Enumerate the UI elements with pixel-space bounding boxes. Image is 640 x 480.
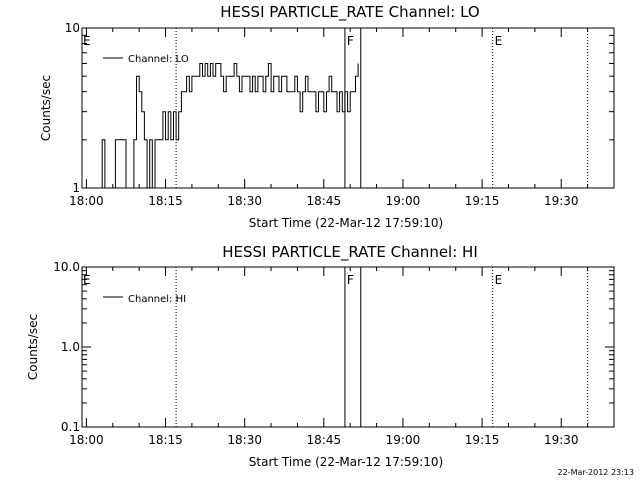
x-tick-label: 19:15	[465, 433, 500, 447]
panel-hi-ylabel: Counts/sec	[26, 314, 40, 380]
x-tick-label: 19:15	[465, 194, 500, 208]
x-tick-label: 18:30	[227, 433, 262, 447]
flag-label: E	[495, 34, 503, 48]
x-tick-label: 19:00	[386, 194, 421, 208]
x-tick-label: 19:30	[544, 433, 579, 447]
panel-lo-xlabel: Start Time (22-Mar-12 17:59:10)	[249, 216, 443, 230]
plot-timestamp: 22-Mar-2012 23:13	[558, 468, 635, 477]
x-tick-label: 18:00	[69, 194, 104, 208]
flag-label: F	[347, 273, 354, 287]
y-tick-label: 0.1	[61, 420, 80, 434]
panel-lo: HESSI PARTICLE_RATE Channel: LO Counts/s…	[39, 3, 615, 230]
flag-label: E	[495, 273, 503, 287]
y-tick-label: 1.0	[61, 340, 80, 354]
panel-hi-frame	[81, 266, 615, 428]
panel-lo-frame	[81, 27, 615, 189]
panel-hi: HESSI PARTICLE_RATE Channel: HI Counts/s…	[26, 243, 615, 469]
flag-label: E	[83, 273, 91, 287]
panel-lo-title: HESSI PARTICLE_RATE Channel: LO	[220, 3, 479, 22]
x-tick-label: 18:15	[148, 194, 183, 208]
x-tick-label: 18:45	[307, 194, 342, 208]
x-tick-label: 18:15	[148, 433, 183, 447]
y-tick-label: 10	[65, 21, 80, 35]
y-tick-label: 1	[72, 181, 80, 195]
panel-hi-xlabel: Start Time (22-Mar-12 17:59:10)	[249, 455, 443, 469]
flag-label: F	[347, 34, 354, 48]
x-tick-label: 19:00	[386, 433, 421, 447]
flag-label: E	[83, 34, 91, 48]
panel-hi-title: HESSI PARTICLE_RATE Channel: HI	[222, 243, 478, 262]
panel-lo-legend-label: Channel: LO	[128, 54, 189, 65]
x-tick-label: 18:00	[69, 433, 104, 447]
series-line-lo	[96, 63, 359, 189]
panel-lo-ylabel: Counts/sec	[39, 75, 53, 141]
y-tick-label: 10.0	[53, 260, 80, 274]
x-tick-label: 19:30	[544, 194, 579, 208]
panel-hi-legend-label: Channel: HI	[128, 294, 186, 305]
x-tick-label: 18:30	[227, 194, 262, 208]
x-tick-label: 18:45	[307, 433, 342, 447]
